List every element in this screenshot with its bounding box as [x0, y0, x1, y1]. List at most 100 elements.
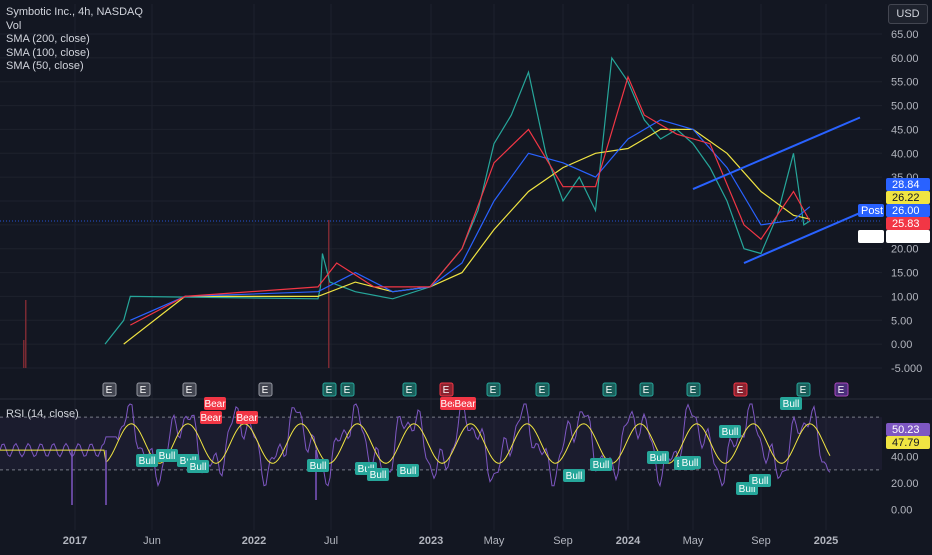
- indicator-vol[interactable]: Vol: [6, 19, 22, 32]
- divergence-label-text: Bull: [739, 484, 756, 495]
- divergence-label-bg: [679, 456, 701, 469]
- chart-legend: Symbotic Inc., 4h, NASDAQ Vol SMA (200, …: [6, 6, 143, 74]
- bear-label: Bear: [236, 411, 258, 424]
- price-tag-label: Post: [861, 205, 883, 217]
- earnings-marker-bg: [639, 382, 654, 397]
- price-tick-label: 55.00: [891, 77, 919, 89]
- earnings-marker-label: E: [443, 385, 450, 396]
- divergence-label-bg: [590, 458, 612, 471]
- price-tick-label: 65.00: [891, 29, 919, 41]
- currency-button[interactable]: USD: [888, 4, 928, 24]
- bull-label: Bull: [307, 459, 329, 472]
- earnings-marker[interactable]: E: [258, 382, 273, 397]
- divergence-label-bg: [187, 460, 209, 473]
- earnings-marker-bg: [102, 382, 117, 397]
- time-tick-label: 2022: [242, 535, 266, 547]
- earnings-marker[interactable]: E: [535, 382, 550, 397]
- earnings-marker[interactable]: E: [733, 382, 748, 397]
- earnings-marker[interactable]: E: [402, 382, 417, 397]
- divergence-label-text: Bull: [566, 471, 583, 482]
- bull-label: Bull: [397, 464, 419, 477]
- earnings-marker-label: E: [737, 385, 744, 396]
- earnings-marker[interactable]: E: [136, 382, 151, 397]
- earnings-marker[interactable]: E: [639, 382, 654, 397]
- earnings-marker-bg: [486, 382, 501, 397]
- indicator-sma-200[interactable]: SMA (200, close): [6, 33, 90, 45]
- divergence-label-text: Bull: [400, 466, 417, 477]
- divergence-label-bg: [647, 451, 669, 464]
- divergence-label-text: Bear: [454, 399, 476, 410]
- rsi-line: [0, 403, 831, 488]
- earnings-marker-label: E: [186, 385, 193, 396]
- divergence-label-bg: [397, 464, 419, 477]
- earnings-marker-label: E: [606, 385, 613, 396]
- earnings-marker[interactable]: E: [796, 382, 811, 397]
- earnings-marker-bg: [136, 382, 151, 397]
- time-tick-label: Jul: [324, 535, 338, 547]
- time-tick-label: 2024: [616, 535, 641, 547]
- time-tick-label: May: [484, 535, 505, 547]
- rsi-value-tag: 47.79: [886, 436, 930, 449]
- price-tag: 25.83: [886, 217, 930, 230]
- rsi-value-tag-bg: [886, 436, 930, 449]
- rsi-legend[interactable]: RSI (14, close): [6, 408, 79, 420]
- earnings-marker[interactable]: E: [834, 382, 849, 397]
- trendline: [743, 212, 861, 264]
- rsi-value-tag-bg: [886, 423, 930, 436]
- rsi-tick-label: 0.00: [891, 504, 912, 516]
- indicator-sma-50[interactable]: SMA (50, close): [6, 60, 84, 72]
- earnings-marker[interactable]: E: [686, 382, 701, 397]
- bull-label: Bull: [156, 449, 178, 462]
- divergence-label-text: Bull: [593, 460, 610, 471]
- earnings-marker-label: E: [326, 385, 333, 396]
- earnings-marker-label: E: [643, 385, 650, 396]
- time-axis: 2017 Jun 2022 Jul 2023 May Sep 2024 May Sep 2025: [63, 4, 838, 547]
- earnings-marker[interactable]: E: [182, 382, 197, 397]
- earnings-marker[interactable]: E: [102, 382, 117, 397]
- bull-label: Bull: [719, 425, 741, 438]
- earnings-marker-bg: [439, 382, 454, 397]
- earnings-marker-bg: [182, 382, 197, 397]
- earnings-marker[interactable]: E: [439, 382, 454, 397]
- earnings-marker-label: E: [406, 385, 413, 396]
- time-tick-label: May: [683, 535, 704, 547]
- symbol-title[interactable]: Symbotic Inc., 4h, NASDAQ: [6, 6, 143, 18]
- divergence-label-text: Bull: [722, 427, 739, 438]
- earnings-marker-bg: [322, 382, 337, 397]
- bull-label: Bull: [749, 474, 771, 487]
- divergence-label-bg: [307, 459, 329, 472]
- trendline: [692, 116, 861, 190]
- price-tick-label: 0.00: [891, 339, 912, 351]
- earnings-marker[interactable]: E: [340, 382, 355, 397]
- time-tick-label: Jun: [143, 535, 161, 547]
- divergence-label-text: Bull: [358, 464, 375, 475]
- divergence-label-text: Bull: [783, 399, 800, 410]
- time-tick-label: 2025: [814, 535, 838, 547]
- divergence-label-bg: [236, 411, 258, 424]
- earnings-marker-label: E: [800, 385, 807, 396]
- bull-label: Bull: [679, 456, 701, 469]
- price-tag-value: 28.84: [892, 179, 920, 191]
- divergence-label-text: Bull: [370, 470, 387, 481]
- time-tick-label: Sep: [553, 535, 573, 547]
- price-tick-label: 20.00: [891, 244, 919, 256]
- earnings-marker[interactable]: E: [486, 382, 501, 397]
- earnings-marker-label: E: [262, 385, 269, 396]
- price-tag-value: 26.00: [892, 205, 920, 217]
- divergence-label-bg: [719, 425, 741, 438]
- earnings-marker[interactable]: E: [322, 382, 337, 397]
- rsi-value: 50.23: [892, 424, 920, 436]
- price-tag: [886, 230, 930, 243]
- earnings-marker[interactable]: E: [602, 382, 617, 397]
- divergence-label-text: Bull: [139, 456, 156, 467]
- divergence-label-bg: [156, 449, 178, 462]
- price-tag-value-bg: [886, 178, 930, 191]
- divergence-label-text: Bear: [200, 413, 222, 424]
- bull-label: Bull: [136, 454, 158, 467]
- indicator-sma-100[interactable]: SMA (100, close): [6, 46, 90, 59]
- earnings-marker-label: E: [690, 385, 697, 396]
- price-tag: Post 26.00: [858, 204, 930, 217]
- series-price: [104, 56, 811, 345]
